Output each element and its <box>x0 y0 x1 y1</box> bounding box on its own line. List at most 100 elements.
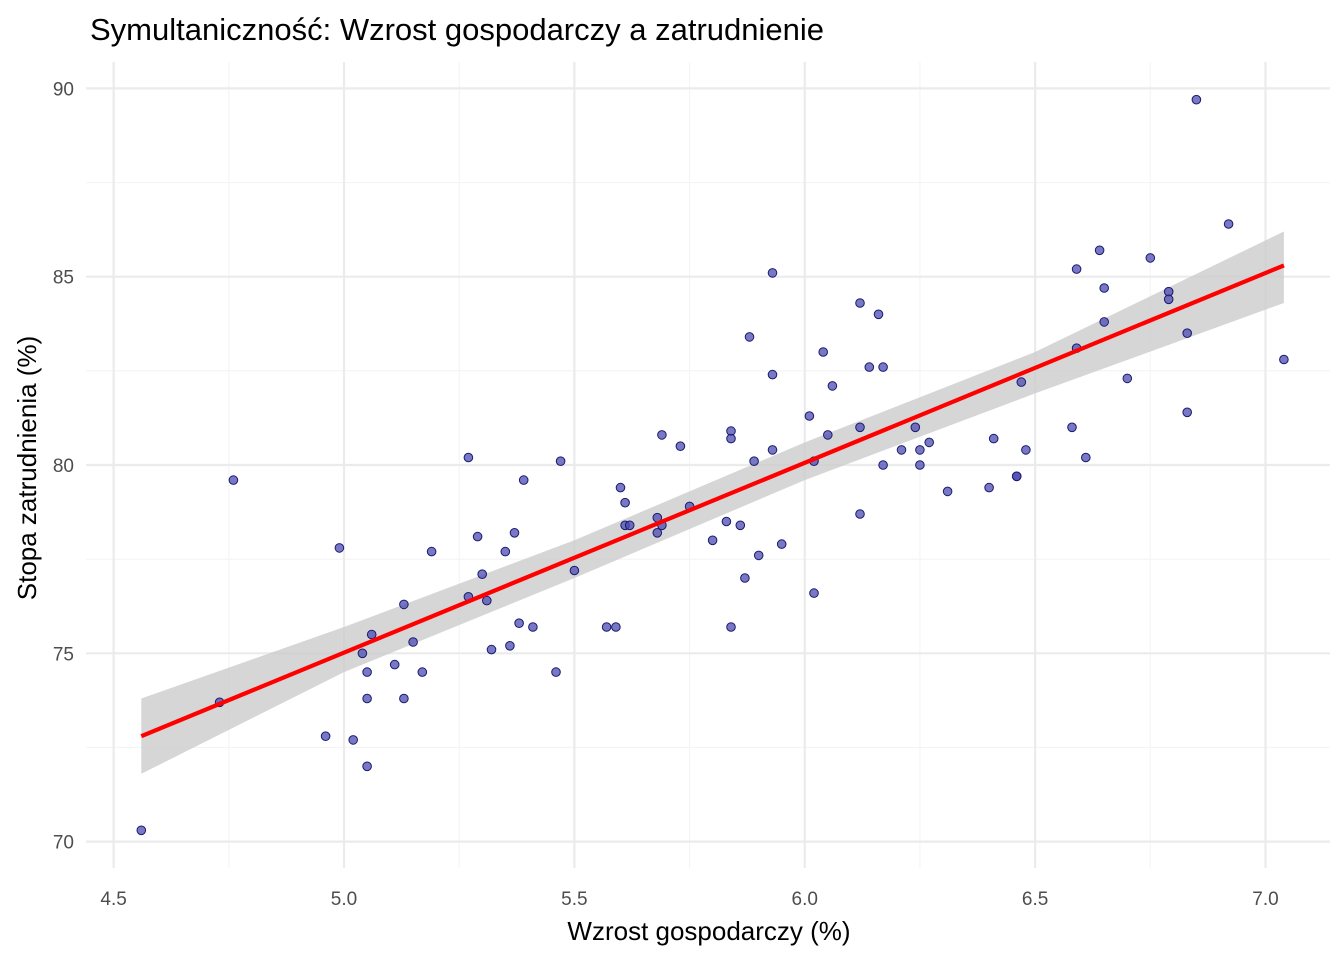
data-point <box>1145 253 1156 263</box>
chart-title: Symultaniczność: Wzrost gospodarczy a za… <box>90 12 824 47</box>
y-tick-label: 75 <box>53 644 74 665</box>
data-point <box>320 731 331 742</box>
data-point <box>514 618 524 629</box>
x-tick-label: 6.0 <box>792 889 818 910</box>
data-point <box>855 509 865 519</box>
data-point <box>505 641 515 651</box>
y-axis-tick-labels: 70 75 80 85 90 <box>53 79 74 853</box>
data-point <box>482 595 492 606</box>
data-point <box>767 268 778 278</box>
data-point <box>942 486 953 497</box>
fit-line-layer <box>140 263 1285 739</box>
x-tick-label: 7.0 <box>1252 889 1278 910</box>
data-point <box>1016 377 1027 387</box>
data-point <box>749 456 759 467</box>
x-tick-label: 6.5 <box>1022 889 1048 910</box>
data-point <box>855 298 865 308</box>
data-point <box>334 543 345 553</box>
data-point <box>463 452 474 463</box>
data-point <box>910 422 921 433</box>
data-point <box>620 497 630 508</box>
x-axis-label: Wzrost gospodarczy (%) <box>567 916 850 946</box>
data-point <box>366 629 377 640</box>
data-point <box>753 550 764 561</box>
data-point <box>551 667 561 677</box>
data-point <box>744 332 755 342</box>
data-point <box>924 437 935 448</box>
data-point <box>988 433 999 444</box>
data-point <box>399 599 409 610</box>
y-tick-label: 70 <box>53 833 74 854</box>
x-axis-tick-labels: 4.5 5.0 5.5 6.0 6.5 7.0 <box>100 889 1278 910</box>
data-point <box>878 460 888 470</box>
data-point <box>601 622 612 632</box>
data-point <box>767 369 778 380</box>
data-point <box>1094 245 1105 256</box>
data-point <box>1071 264 1082 274</box>
data-point <box>357 648 368 659</box>
data-point <box>827 381 838 391</box>
data-point <box>809 588 819 598</box>
data-point <box>1191 94 1202 105</box>
data-point <box>472 531 483 542</box>
data-point <box>477 569 488 580</box>
data-point <box>228 475 239 485</box>
regression-line <box>140 263 1285 739</box>
data-point <box>555 456 566 467</box>
x-tick-label: 5.0 <box>331 889 357 910</box>
data-point <box>776 539 787 549</box>
y-axis-label: Stopa zatrudnienia (%) <box>12 336 42 600</box>
data-point <box>1223 219 1234 229</box>
data-point <box>740 573 750 583</box>
data-point <box>864 362 875 372</box>
data-point <box>1081 452 1091 463</box>
data-point <box>362 761 372 772</box>
data-point <box>1182 328 1192 339</box>
data-point <box>873 309 884 320</box>
data-point <box>915 445 925 455</box>
data-point <box>362 693 372 704</box>
data-point <box>823 430 833 440</box>
data-point <box>528 622 538 632</box>
data-point <box>1067 422 1077 433</box>
data-point <box>615 482 626 493</box>
data-point <box>500 546 511 557</box>
data-point <box>348 735 359 745</box>
data-point <box>1122 373 1133 384</box>
data-point <box>1099 317 1109 327</box>
data-point <box>486 644 497 655</box>
data-point <box>1182 407 1192 418</box>
data-point <box>735 520 746 531</box>
data-point <box>362 667 372 677</box>
data-point <box>611 622 621 632</box>
y-tick-label: 85 <box>53 268 74 289</box>
data-point <box>136 825 147 836</box>
x-tick-label: 5.5 <box>561 889 587 910</box>
data-point <box>1021 445 1031 455</box>
data-point <box>509 528 520 538</box>
y-tick-label: 90 <box>53 79 74 100</box>
data-point <box>726 433 736 444</box>
data-point <box>707 535 718 546</box>
data-point <box>389 659 400 670</box>
data-point <box>804 411 815 421</box>
data-point <box>417 667 428 677</box>
data-point <box>726 622 736 632</box>
data-point <box>767 445 778 455</box>
data-point <box>1099 283 1109 293</box>
data-point <box>878 362 888 372</box>
data-point <box>675 441 686 452</box>
data-point <box>818 347 829 357</box>
data-point <box>855 422 865 433</box>
data-point <box>1279 354 1289 365</box>
data-point <box>426 546 437 557</box>
x-tick-label: 4.5 <box>100 889 126 910</box>
data-point <box>896 445 907 455</box>
major-gridlines <box>86 62 1330 868</box>
data-point <box>657 430 667 440</box>
data-point <box>984 482 994 493</box>
data-point <box>624 520 635 531</box>
data-point <box>721 516 732 527</box>
data-point <box>408 637 418 647</box>
data-point <box>1011 471 1022 482</box>
